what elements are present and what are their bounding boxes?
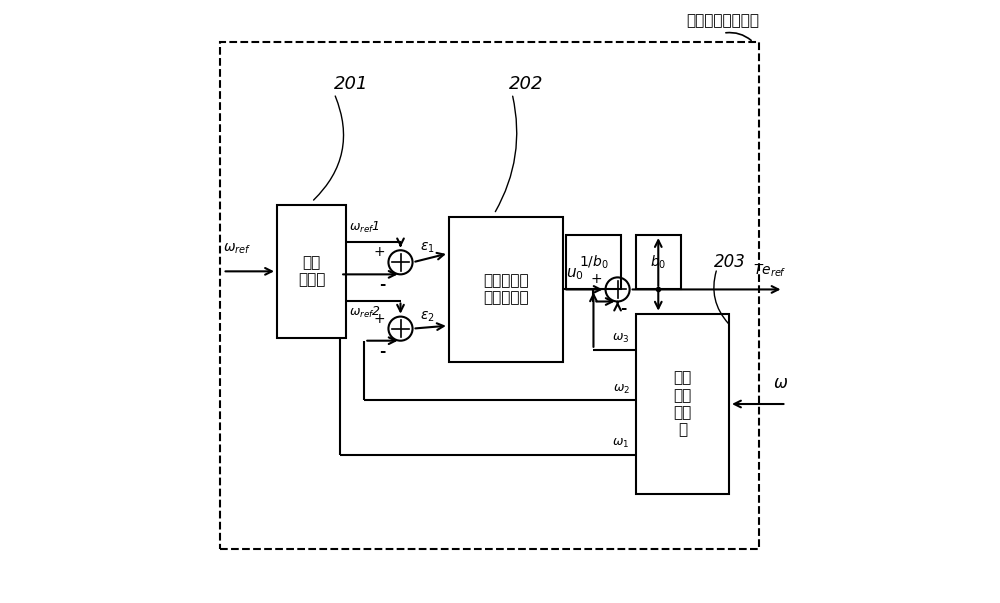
Text: $b_0$: $b_0$: [650, 254, 666, 271]
Text: -: -: [379, 344, 386, 359]
Text: $\varepsilon_2$: $\varepsilon_2$: [420, 309, 435, 324]
Text: -: -: [621, 302, 627, 317]
Bar: [449, 217, 563, 362]
Text: $\omega_1$: $\omega_1$: [612, 437, 630, 450]
Text: 202: 202: [509, 75, 544, 93]
Text: 传统的自抗扰模块: 传统的自抗扰模块: [687, 14, 760, 28]
Text: $u_0$: $u_0$: [566, 267, 584, 282]
Text: $Te_{ref}$: $Te_{ref}$: [753, 262, 786, 279]
Text: +: +: [374, 245, 385, 259]
Text: -: -: [379, 277, 386, 292]
Text: +: +: [591, 273, 602, 286]
Bar: [566, 235, 621, 289]
Bar: [277, 205, 346, 338]
Bar: [220, 42, 759, 549]
Text: $\omega_{ref}$2: $\omega_{ref}$2: [349, 305, 381, 320]
Bar: [636, 314, 729, 494]
Text: $\omega_2$: $\omega_2$: [613, 382, 630, 396]
Text: $\omega_{ref}$1: $\omega_{ref}$1: [349, 220, 380, 235]
Text: 跟踪
微分器: 跟踪 微分器: [298, 255, 325, 288]
Text: 201: 201: [334, 75, 369, 93]
Text: 扩张
状态
观测
器: 扩张 状态 观测 器: [673, 370, 692, 438]
Text: 203: 203: [714, 253, 746, 271]
Text: +: +: [374, 312, 385, 326]
Text: $\omega_{ref}$: $\omega_{ref}$: [223, 242, 251, 256]
Text: $\omega_3$: $\omega_3$: [612, 332, 630, 345]
Text: $\omega$: $\omega$: [773, 374, 788, 392]
Bar: [636, 235, 681, 289]
Text: $1/b_0$: $1/b_0$: [579, 254, 608, 271]
Text: $\varepsilon_1$: $\varepsilon_1$: [420, 241, 435, 255]
Text: 非线性状态
误差反馈律: 非线性状态 误差反馈律: [483, 273, 529, 306]
